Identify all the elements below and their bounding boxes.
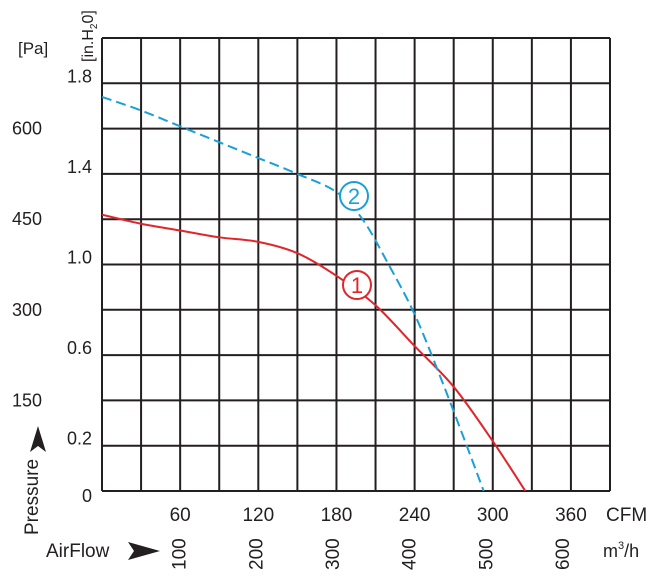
svg-text:1: 1 — [351, 273, 363, 298]
m3h-tick-label: 200 — [246, 538, 267, 570]
m3h-tick-label: 600 — [553, 538, 574, 570]
cfm-tick-label: 180 — [321, 505, 353, 526]
m3h-tick-label: 100 — [170, 538, 191, 570]
m3h-tick-label: 500 — [476, 538, 497, 570]
m3h-tick-label: 400 — [400, 538, 421, 570]
inh2o-tick-label: 0.6 — [67, 338, 92, 358]
pressure-arrow-icon — [30, 426, 46, 452]
m3h-tick-labels: 100 200 300 400 500 600 — [170, 538, 574, 570]
pa-tick-label: 150 — [12, 390, 42, 410]
airflow-arrow-icon — [128, 542, 160, 560]
pa-tick-label: 450 — [12, 209, 42, 229]
m3h-unit-label: m3/h — [603, 540, 639, 561]
svg-text:2: 2 — [348, 184, 360, 209]
cfm-tick-label: 360 — [555, 505, 587, 526]
cfm-tick-labels: 60 120 180 240 300 360 — [170, 505, 587, 526]
series-1-marker: 1 — [342, 270, 372, 300]
inh2o-tick-label: 1.0 — [67, 248, 92, 268]
inh2o-tick-labels: 0 0.2 0.6 1.0 1.4 1.8 — [67, 66, 92, 506]
inh2o-tick-label: 0.2 — [67, 429, 92, 449]
pressure-axis-title: Pressure — [22, 459, 43, 535]
inh2o-tick-label: 1.4 — [67, 157, 92, 177]
m3h-tick-label: 300 — [323, 538, 344, 570]
pa-tick-label: 300 — [12, 300, 42, 320]
cfm-tick-label: 120 — [242, 505, 274, 526]
cfm-tick-label: 240 — [399, 505, 431, 526]
cfm-tick-label: 60 — [170, 505, 191, 526]
inh2o-unit-label: [in.H20] — [80, 10, 100, 62]
grid-lines — [101, 37, 611, 492]
airflow-axis-title: AirFlow — [46, 541, 110, 562]
cfm-unit-label: CFM — [606, 505, 647, 526]
curve-markers: 12 — [339, 181, 372, 300]
pa-tick-label: 600 — [12, 119, 42, 139]
pa-tick-labels: 150 300 450 600 — [12, 119, 42, 411]
pa-unit-label: [Pa] — [18, 39, 48, 58]
inh2o-tick-label: 0 — [82, 486, 92, 506]
inh2o-tick-label: 1.8 — [67, 66, 92, 86]
curves — [102, 95, 527, 491]
series-2-line — [102, 95, 485, 491]
series-2-marker: 2 — [339, 181, 369, 211]
series-1-line — [102, 213, 527, 491]
cfm-tick-label: 300 — [477, 505, 509, 526]
